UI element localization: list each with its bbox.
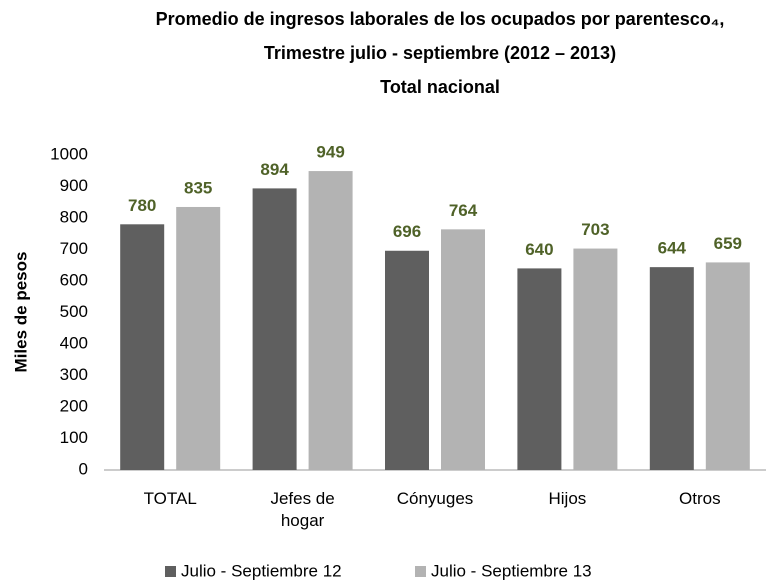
bar bbox=[649, 267, 694, 470]
x-tick-label: Cónyuges bbox=[396, 489, 474, 508]
value-label: 764 bbox=[449, 201, 478, 220]
y-tick-label: 200 bbox=[60, 396, 88, 415]
x-tick-label: Otros bbox=[679, 489, 721, 508]
y-tick-label: 300 bbox=[60, 365, 88, 384]
bar bbox=[252, 188, 297, 470]
chart-title: Total nacional bbox=[380, 77, 500, 97]
value-label: 949 bbox=[316, 143, 344, 162]
y-tick-label: 1000 bbox=[50, 144, 88, 163]
bar bbox=[176, 206, 221, 470]
bar bbox=[441, 229, 485, 470]
legend-label: Julio - Septiembre 13 bbox=[431, 561, 592, 580]
x-tick-label: Jefes de hogar bbox=[270, 489, 335, 530]
bar bbox=[120, 224, 165, 470]
value-label: 780 bbox=[128, 196, 156, 215]
y-tick-label: 600 bbox=[60, 270, 88, 289]
y-tick-label: 900 bbox=[60, 176, 88, 195]
x-tick-label: Hijos bbox=[548, 489, 587, 508]
bar bbox=[517, 268, 562, 470]
x-tick-label: TOTAL bbox=[143, 489, 197, 508]
bar bbox=[385, 250, 429, 470]
y-axis-label: Miles de pesos bbox=[11, 252, 30, 373]
value-label: 703 bbox=[581, 220, 609, 239]
y-tick-label: 500 bbox=[60, 302, 88, 321]
chart-title: Trimestre julio - septiembre (2012 – 201… bbox=[264, 43, 616, 63]
value-label: 640 bbox=[525, 240, 553, 259]
bar bbox=[705, 262, 750, 470]
y-tick-label: 400 bbox=[60, 333, 88, 352]
y-tick-label: 700 bbox=[60, 239, 88, 258]
value-label: 659 bbox=[714, 234, 742, 253]
value-label: 644 bbox=[658, 239, 687, 258]
y-tick-label: 800 bbox=[60, 207, 88, 226]
bar bbox=[308, 171, 353, 470]
bar bbox=[573, 248, 618, 470]
y-tick-label: 0 bbox=[79, 459, 88, 478]
legend-swatch bbox=[165, 566, 176, 577]
legend-label: Julio - Septiembre 12 bbox=[181, 561, 342, 580]
value-label: 894 bbox=[260, 160, 289, 179]
chart-title: Promedio de ingresos laborales de los oc… bbox=[156, 9, 725, 29]
value-label: 835 bbox=[184, 178, 212, 197]
legend-swatch bbox=[415, 566, 426, 577]
value-label: 696 bbox=[393, 222, 421, 241]
y-tick-label: 100 bbox=[60, 428, 88, 447]
